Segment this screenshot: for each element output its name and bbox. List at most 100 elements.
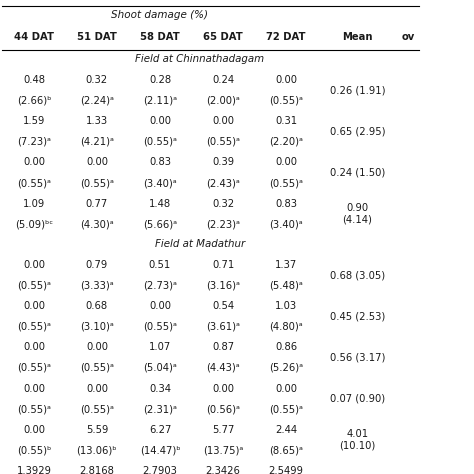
Text: 0.00: 0.00 xyxy=(86,342,108,352)
Text: 0.34: 0.34 xyxy=(149,383,171,393)
Text: (2.24)ᵃ: (2.24)ᵃ xyxy=(80,96,114,106)
Text: (0.55)ᵃ: (0.55)ᵃ xyxy=(143,322,177,332)
Text: 0.26 (1.91): 0.26 (1.91) xyxy=(329,85,385,95)
Text: (0.55)ᵃ: (0.55)ᵃ xyxy=(269,404,303,414)
Text: (4.80)ᵃ: (4.80)ᵃ xyxy=(269,322,303,332)
Text: 0.00: 0.00 xyxy=(275,157,297,167)
Text: 0.00: 0.00 xyxy=(23,157,45,167)
Text: 5.77: 5.77 xyxy=(212,425,234,435)
Text: 6.27: 6.27 xyxy=(149,425,171,435)
Text: 1.33: 1.33 xyxy=(86,116,108,126)
Text: (5.48)ᵃ: (5.48)ᵃ xyxy=(269,281,303,291)
Text: 0.51: 0.51 xyxy=(149,260,171,270)
Text: (2.31)ᵃ: (2.31)ᵃ xyxy=(143,404,177,414)
Text: 0.00: 0.00 xyxy=(23,425,45,435)
Text: 0.00: 0.00 xyxy=(86,157,108,167)
Text: (5.09)ᵇᶜ: (5.09)ᵇᶜ xyxy=(15,219,53,229)
Text: 1.48: 1.48 xyxy=(149,199,171,209)
Text: 0.32: 0.32 xyxy=(86,75,108,85)
Text: 0.83: 0.83 xyxy=(275,199,297,209)
Text: (0.55)ᵃ: (0.55)ᵃ xyxy=(143,137,177,147)
Text: 2.5499: 2.5499 xyxy=(269,466,303,474)
Text: (2.23)ᵃ: (2.23)ᵃ xyxy=(206,219,240,229)
Text: (4.30)ᵃ: (4.30)ᵃ xyxy=(80,219,114,229)
Text: (5.26)ᵃ: (5.26)ᵃ xyxy=(269,363,303,373)
Text: (2.73)ᵃ: (2.73)ᵃ xyxy=(143,281,177,291)
Text: 65 DAT: 65 DAT xyxy=(203,32,243,42)
Text: (3.40)ᵃ: (3.40)ᵃ xyxy=(143,178,177,188)
Text: 0.87: 0.87 xyxy=(212,342,234,352)
Text: (0.55)ᵃ: (0.55)ᵃ xyxy=(80,178,114,188)
Text: 0.39: 0.39 xyxy=(212,157,234,167)
Text: (0.55)ᵃ: (0.55)ᵃ xyxy=(80,404,114,414)
Text: 0.77: 0.77 xyxy=(86,199,108,209)
Text: 0.00: 0.00 xyxy=(149,301,171,311)
Text: 0.00: 0.00 xyxy=(23,301,45,311)
Text: (3.10)ᵃ: (3.10)ᵃ xyxy=(80,322,114,332)
Text: Shoot damage (%): Shoot damage (%) xyxy=(111,10,209,20)
Text: 0.00: 0.00 xyxy=(23,260,45,270)
Text: 1.09: 1.09 xyxy=(23,199,45,209)
Text: 0.79: 0.79 xyxy=(86,260,108,270)
Text: 4.01
(10.10): 4.01 (10.10) xyxy=(339,429,375,451)
Text: 1.37: 1.37 xyxy=(275,260,297,270)
Text: Field at Madathur: Field at Madathur xyxy=(155,238,245,248)
Text: (5.04)ᵃ: (5.04)ᵃ xyxy=(143,363,177,373)
Text: (14.47)ᵇ: (14.47)ᵇ xyxy=(140,446,180,456)
Text: 0.00: 0.00 xyxy=(23,342,45,352)
Text: (0.55)ᵇ: (0.55)ᵇ xyxy=(17,446,51,456)
Text: (0.55)ᵃ: (0.55)ᵃ xyxy=(17,281,51,291)
Text: (13.75)ᵃ: (13.75)ᵃ xyxy=(203,446,243,456)
Text: 0.31: 0.31 xyxy=(275,116,297,126)
Text: 0.00: 0.00 xyxy=(275,383,297,393)
Text: (4.21)ᵃ: (4.21)ᵃ xyxy=(80,137,114,147)
Text: (0.56)ᵃ: (0.56)ᵃ xyxy=(206,404,240,414)
Text: 0.28: 0.28 xyxy=(149,75,171,85)
Text: (2.00)ᵃ: (2.00)ᵃ xyxy=(206,96,240,106)
Text: (2.66)ᵇ: (2.66)ᵇ xyxy=(17,96,51,106)
Text: Mean: Mean xyxy=(342,32,373,42)
Text: 0.24: 0.24 xyxy=(212,75,234,85)
Text: 0.00: 0.00 xyxy=(86,383,108,393)
Text: (2.43)ᵃ: (2.43)ᵃ xyxy=(206,178,240,188)
Text: 0.90
(4.14): 0.90 (4.14) xyxy=(342,203,373,225)
Text: (3.61)ᵃ: (3.61)ᵃ xyxy=(206,322,240,332)
Text: Field at Chinnathadagam: Field at Chinnathadagam xyxy=(135,54,264,64)
Text: 1.3929: 1.3929 xyxy=(17,466,51,474)
Text: ov: ov xyxy=(402,32,415,42)
Text: 2.7903: 2.7903 xyxy=(143,466,177,474)
Text: 0.68 (3.05): 0.68 (3.05) xyxy=(330,270,385,280)
Text: 58 DAT: 58 DAT xyxy=(140,32,180,42)
Text: 0.86: 0.86 xyxy=(275,342,297,352)
Text: (0.55)ᵃ: (0.55)ᵃ xyxy=(17,363,51,373)
Text: 0.24 (1.50): 0.24 (1.50) xyxy=(330,168,385,178)
Text: 0.00: 0.00 xyxy=(212,116,234,126)
Text: 0.65 (2.95): 0.65 (2.95) xyxy=(329,127,385,137)
Text: (0.55)ᵃ: (0.55)ᵃ xyxy=(206,137,240,147)
Text: 1.59: 1.59 xyxy=(23,116,45,126)
Text: (2.11)ᵃ: (2.11)ᵃ xyxy=(143,96,177,106)
Text: 0.45 (2.53): 0.45 (2.53) xyxy=(330,311,385,321)
Text: 0.83: 0.83 xyxy=(149,157,171,167)
Text: (0.55)ᵃ: (0.55)ᵃ xyxy=(17,404,51,414)
Text: 72 DAT: 72 DAT xyxy=(266,32,306,42)
Text: 0.00: 0.00 xyxy=(212,383,234,393)
Text: 0.68: 0.68 xyxy=(86,301,108,311)
Text: (3.33)ᵃ: (3.33)ᵃ xyxy=(80,281,114,291)
Text: 0.00: 0.00 xyxy=(149,116,171,126)
Text: 5.59: 5.59 xyxy=(86,425,108,435)
Text: (0.55)ᵃ: (0.55)ᵃ xyxy=(269,178,303,188)
Text: 2.3426: 2.3426 xyxy=(206,466,240,474)
Text: 0.00: 0.00 xyxy=(23,383,45,393)
Text: 0.32: 0.32 xyxy=(212,199,234,209)
Text: (0.55)ᵃ: (0.55)ᵃ xyxy=(17,322,51,332)
Text: (0.55)ᵃ: (0.55)ᵃ xyxy=(17,178,51,188)
Text: 0.48: 0.48 xyxy=(23,75,45,85)
Text: 0.00: 0.00 xyxy=(275,75,297,85)
Text: 1.03: 1.03 xyxy=(275,301,297,311)
Text: (13.06)ᵇ: (13.06)ᵇ xyxy=(77,446,117,456)
Text: 2.44: 2.44 xyxy=(275,425,297,435)
Text: (3.40)ᵃ: (3.40)ᵃ xyxy=(269,219,303,229)
Text: (0.55)ᵃ: (0.55)ᵃ xyxy=(80,363,114,373)
Text: (4.43)ᵃ: (4.43)ᵃ xyxy=(206,363,240,373)
